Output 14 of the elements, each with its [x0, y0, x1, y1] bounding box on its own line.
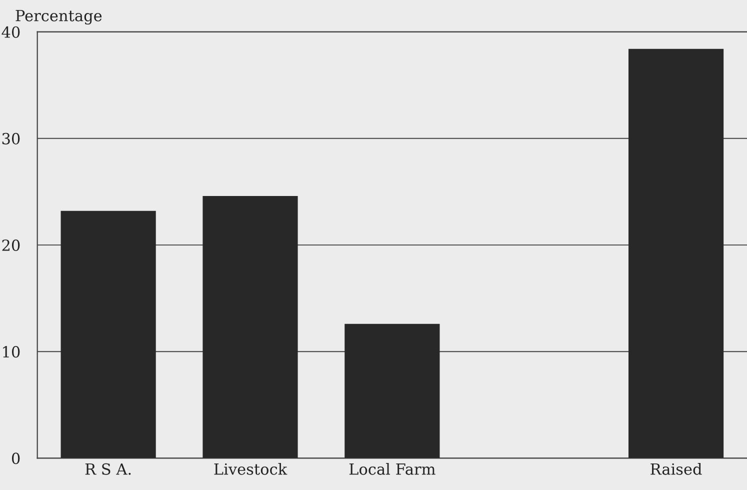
bar: [344, 324, 440, 458]
x-tick-label: Raised: [650, 463, 702, 475]
bar: [60, 210, 156, 458]
x-tick-label: Livestock: [214, 463, 288, 475]
y-axis-title: Percentage: [16, 10, 102, 25]
y-tick-label: 40: [2, 26, 20, 38]
y-tick-label: 30: [2, 132, 20, 144]
x-tick-label: R S A.: [85, 463, 131, 475]
bar: [202, 196, 298, 458]
bar: [628, 48, 724, 458]
y-tick-label: 0: [12, 452, 20, 464]
y-tick-label: 20: [2, 239, 20, 252]
x-tick-label: Local Farm: [349, 463, 436, 475]
y-tick-label: 10: [3, 346, 20, 358]
